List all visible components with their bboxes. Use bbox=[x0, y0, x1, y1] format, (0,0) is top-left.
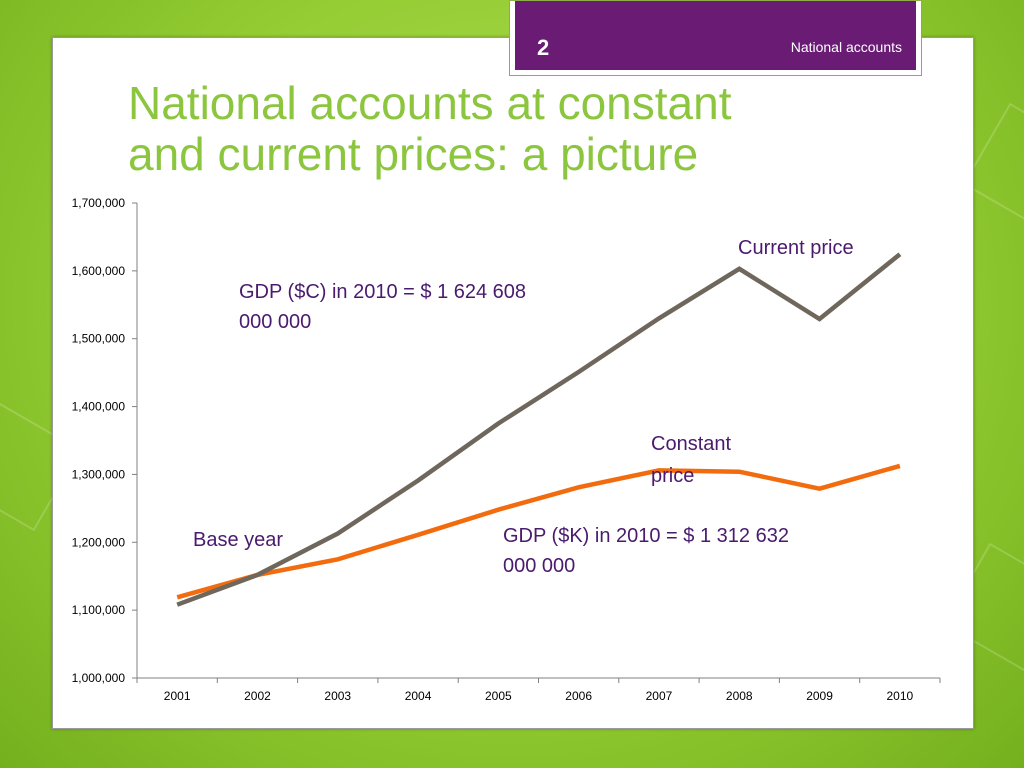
series-line-constant-price bbox=[176, 463, 901, 600]
x-tick-label: 2009 bbox=[806, 689, 833, 703]
series-label-constant-price-line-2: price bbox=[651, 465, 694, 487]
y-tick-label: 1,200,000 bbox=[72, 535, 126, 549]
slide-header-tab: 2 National accounts bbox=[509, 0, 922, 76]
annotation-gdp-current-line-2: 000 000 bbox=[239, 311, 311, 333]
slide-number: 2 bbox=[537, 35, 550, 60]
chart-series bbox=[176, 252, 902, 607]
slide-title-line-1: National accounts at constant bbox=[128, 77, 732, 129]
y-tick-label: 1,700,000 bbox=[72, 196, 126, 210]
slide-title: National accounts at constant and curren… bbox=[128, 78, 928, 180]
x-tick-label: 2004 bbox=[405, 689, 432, 703]
series-label-current-price: Current price bbox=[738, 237, 854, 259]
slide-title-line-2: and current prices: a picture bbox=[128, 128, 699, 180]
y-tick-label: 1,100,000 bbox=[72, 603, 126, 617]
slide-header-tab-fill: 2 National accounts bbox=[515, 1, 916, 70]
annotation-gdp-constant-line-1: GDP ($K) in 2010 = $ 1 312 632 bbox=[503, 525, 789, 547]
slide-canvas bbox=[52, 37, 974, 729]
x-tick-label: 2008 bbox=[726, 689, 753, 703]
series-label-constant-price-line-1: Constant bbox=[651, 433, 731, 455]
y-tick-label: 1,600,000 bbox=[72, 264, 126, 278]
x-tick-label: 2003 bbox=[324, 689, 351, 703]
x-axis-tick-labels: 2001 2002 2003 2004 2005 2006 2007 2008 2009 2010 bbox=[164, 689, 914, 703]
y-axis-tick-labels: 1,000,000 1,100,000 1,200,000 1,300,000 1,40… bbox=[72, 196, 126, 685]
x-tick-label: 2005 bbox=[485, 689, 512, 703]
x-tick-label: 2006 bbox=[565, 689, 592, 703]
x-tick-label: 2007 bbox=[646, 689, 673, 703]
series-line-current-price bbox=[176, 252, 902, 607]
y-tick-label: 1,000,000 bbox=[72, 671, 126, 685]
x-tick-label: 2001 bbox=[164, 689, 191, 703]
section-name: National accounts bbox=[790, 39, 902, 55]
y-tick-label: 1,400,000 bbox=[72, 400, 126, 414]
chart-axes bbox=[132, 202, 941, 683]
annotation-gdp-constant-line-2: 000 000 bbox=[503, 555, 575, 577]
y-tick-label: 1,500,000 bbox=[72, 332, 126, 346]
annotation-base-year: Base year bbox=[193, 529, 283, 551]
y-tick-label: 1,300,000 bbox=[72, 467, 126, 481]
x-tick-label: 2002 bbox=[244, 689, 271, 703]
annotation-gdp-current-line-1: GDP ($C) in 2010 = $ 1 624 608 bbox=[239, 281, 526, 303]
x-tick-label: 2010 bbox=[886, 689, 913, 703]
